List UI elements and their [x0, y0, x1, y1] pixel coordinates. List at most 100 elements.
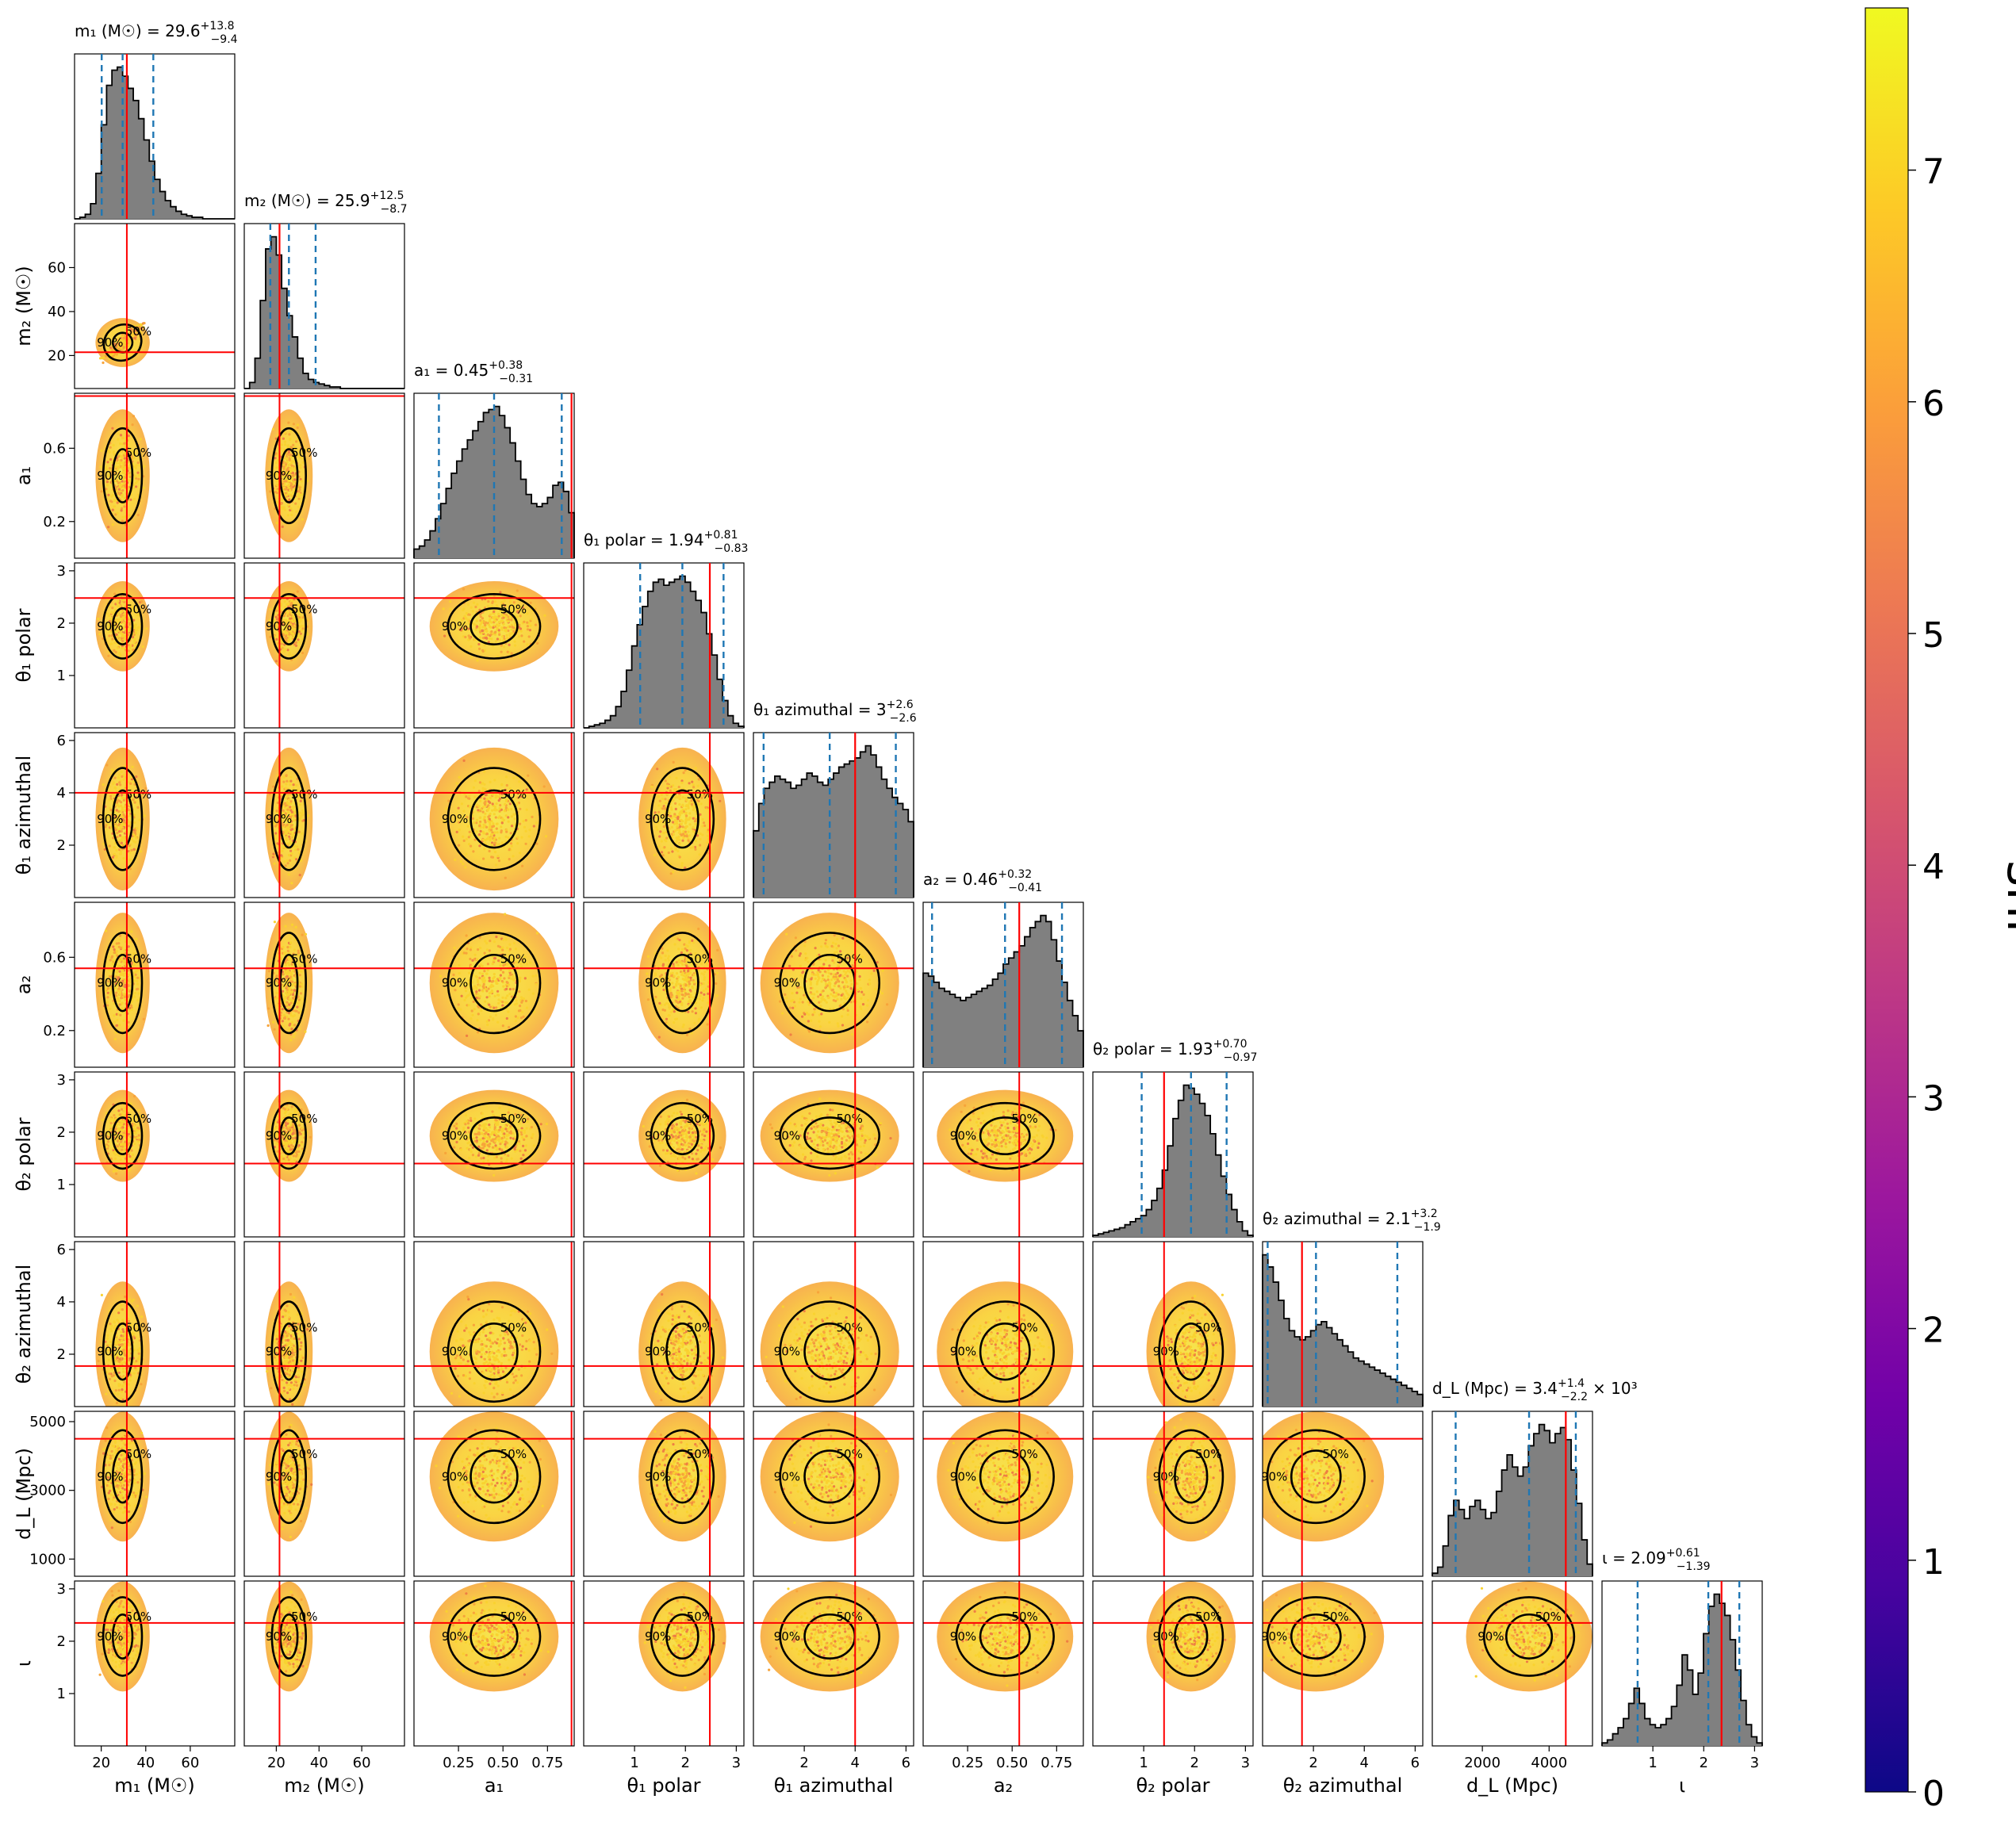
hist-bar-t1a: [791, 788, 797, 898]
sample-point: [500, 817, 504, 820]
scatter-frame: [74, 223, 236, 389]
sample-point: [276, 500, 279, 503]
sample-point: [534, 623, 538, 626]
sample-point: [288, 981, 291, 984]
sample-point: [503, 611, 506, 615]
sample-point: [492, 977, 495, 980]
sample-point: [474, 605, 477, 609]
sample-point: [515, 615, 519, 618]
sample-point: [280, 854, 283, 857]
sample-point: [128, 646, 132, 649]
sample-point: [133, 640, 136, 644]
sample-point: [467, 979, 471, 982]
sample-point: [111, 523, 114, 526]
sample-point: [291, 828, 294, 831]
sample-point: [122, 821, 125, 824]
contour-label-50: 50%: [291, 446, 317, 460]
sample-point: [516, 842, 519, 845]
sample-point: [121, 488, 125, 492]
scatter-panel-m1-t1a: 90%50%: [75, 733, 235, 898]
sample-point: [120, 458, 123, 462]
sample-point: [468, 794, 471, 798]
hist-bar-a2: [1014, 951, 1020, 1067]
sample-point: [121, 775, 124, 779]
sample-point: [682, 836, 685, 840]
sample-point: [121, 1007, 124, 1010]
sample-point: [287, 503, 290, 507]
sample-point: [297, 1011, 301, 1014]
sample-point: [502, 818, 506, 821]
sample-point: [521, 997, 524, 1000]
sample-point: [289, 1029, 292, 1032]
sample-point: [488, 979, 492, 982]
sample-point: [510, 995, 514, 998]
sample-point: [290, 460, 293, 463]
sample-point: [487, 820, 490, 823]
sample-point: [290, 477, 293, 480]
sample-point: [290, 513, 293, 517]
sample-point: [281, 821, 284, 825]
sample-point: [535, 842, 538, 845]
hist-bar-t1p: [588, 726, 595, 728]
sample-point: [510, 807, 513, 811]
contour-90: [447, 592, 542, 660]
sample-point: [484, 988, 488, 991]
contour-50: [111, 607, 134, 645]
hist-bar-t1a: [758, 803, 765, 898]
sample-point: [692, 974, 696, 977]
sample-point: [276, 618, 279, 621]
sample-point: [282, 983, 285, 986]
sample-point: [144, 787, 148, 791]
sample-point: [684, 817, 688, 820]
sample-point: [281, 990, 285, 993]
sample-point: [472, 850, 475, 853]
sample-point: [133, 971, 136, 974]
sample-point: [498, 624, 501, 627]
sample-point: [117, 337, 121, 340]
sample-point: [118, 462, 121, 465]
sample-point: [104, 813, 107, 816]
sample-point: [105, 480, 109, 484]
sample-point: [274, 491, 278, 494]
sample-point: [514, 947, 518, 951]
sample-point: [289, 430, 293, 433]
sample-point: [275, 483, 278, 487]
sample-point: [104, 825, 107, 829]
sample-point: [111, 856, 114, 859]
sample-point: [509, 977, 513, 980]
sample-point: [283, 443, 287, 446]
sample-point: [506, 994, 509, 997]
sample-point: [484, 940, 487, 943]
sample-point: [482, 806, 485, 809]
sample-point: [470, 645, 473, 649]
sample-point: [118, 637, 121, 641]
sample-point: [461, 622, 464, 626]
sample-point: [664, 954, 667, 958]
sample-point: [473, 638, 477, 641]
sample-point: [462, 863, 465, 866]
sample-point: [688, 980, 691, 983]
sample-point: [286, 988, 289, 991]
sample-point: [505, 946, 509, 950]
sample-point: [530, 618, 533, 621]
sample-point: [668, 775, 672, 779]
sample-point: [116, 602, 119, 605]
sample-point: [293, 478, 297, 481]
sample-point: [663, 1009, 667, 1012]
sample-point: [273, 862, 276, 865]
sample-point: [681, 997, 684, 1000]
sample-point: [115, 1013, 118, 1016]
sample-point: [121, 455, 124, 458]
sample-point: [443, 634, 447, 637]
sample-point: [505, 1016, 508, 1020]
sample-point: [489, 618, 492, 621]
sample-point: [704, 987, 707, 990]
sample-point: [462, 588, 466, 591]
hist-bar-a1: [414, 549, 420, 558]
sample-point: [495, 979, 498, 982]
sample-point: [493, 600, 497, 603]
sample-point: [285, 783, 288, 786]
panel-title: m₂ (M☉) = 25.9+12.5 −8.7: [244, 189, 408, 216]
sample-point: [488, 992, 492, 995]
sample-point: [443, 820, 446, 823]
